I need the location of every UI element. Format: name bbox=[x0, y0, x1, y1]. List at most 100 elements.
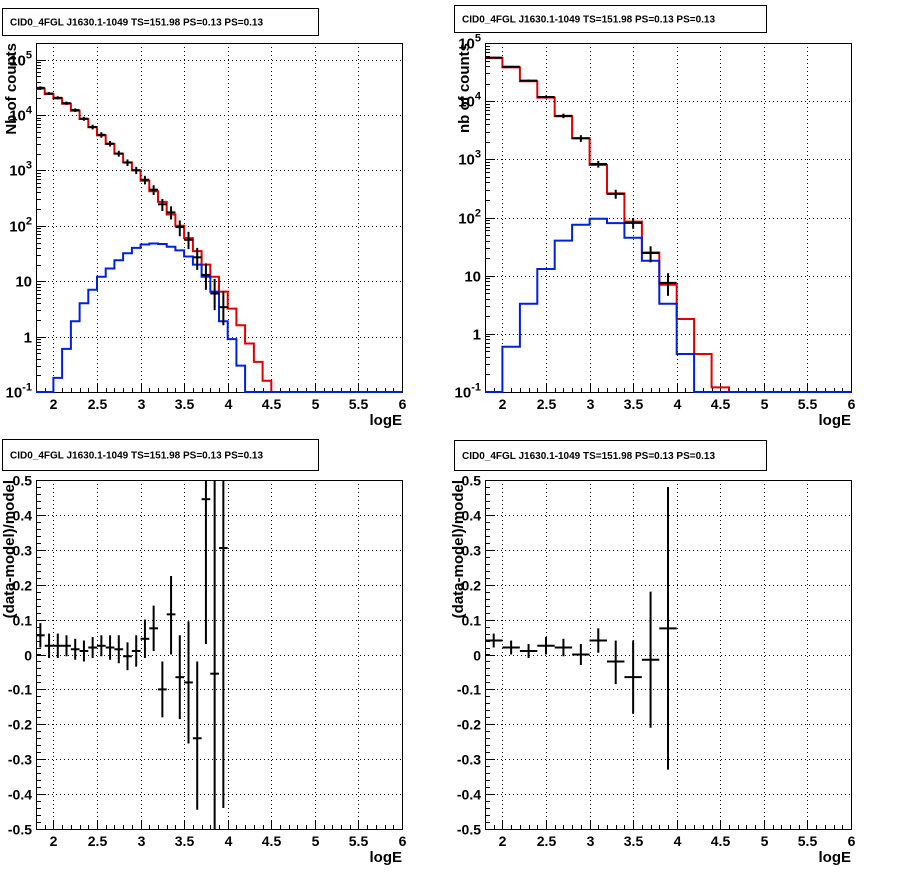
chart-title: CID0_4FGL J1630.1-1049 TS=151.98 PS=0.13… bbox=[10, 451, 263, 462]
data-point bbox=[589, 160, 607, 168]
y-tick-label: 0.2 bbox=[462, 578, 482, 594]
data-point bbox=[70, 638, 80, 660]
data-point bbox=[485, 56, 503, 59]
data-point bbox=[502, 65, 520, 68]
chart-panel-4: CID0_4FGL J1630.1-1049 TS=151.98 PS=0.13… bbox=[450, 440, 856, 866]
y-tick-label: 10 bbox=[15, 274, 32, 291]
x-tick-label: 4 bbox=[674, 396, 682, 412]
data-point bbox=[192, 661, 202, 810]
y-tick-label: 103 bbox=[458, 149, 481, 169]
y-tick-label: 0.4 bbox=[13, 508, 33, 524]
y-tick-label: 1 bbox=[24, 330, 32, 347]
x-tick-label: 3 bbox=[138, 833, 146, 849]
x-tick-label: 2 bbox=[499, 396, 507, 412]
x-tick-label: 6 bbox=[399, 833, 407, 849]
data-point bbox=[572, 135, 590, 142]
chart-panel-3: CID0_4FGL J1630.1-1049 TS=151.98 PS=0.13… bbox=[1, 439, 407, 866]
y-tick-label: -0.4 bbox=[8, 787, 32, 803]
y-tick-label: -0.3 bbox=[457, 752, 481, 768]
y-tick-label: -0.3 bbox=[8, 752, 32, 768]
data-point bbox=[62, 101, 71, 105]
data-point bbox=[105, 141, 115, 147]
x-tick-label: 4.5 bbox=[711, 833, 731, 849]
data-point bbox=[97, 635, 106, 657]
data-point bbox=[184, 231, 193, 250]
y-tick-label: -0.5 bbox=[8, 822, 32, 838]
x-tick-label: 5.5 bbox=[798, 833, 818, 849]
x-tick-label: 2 bbox=[50, 833, 58, 849]
x-tick-label: 4.5 bbox=[711, 396, 731, 412]
x-tick-label: 2 bbox=[50, 396, 58, 412]
data-point bbox=[44, 633, 54, 658]
data-point bbox=[114, 635, 124, 664]
x-tick-label: 2.5 bbox=[537, 396, 557, 412]
y-tick-label: -0.2 bbox=[457, 717, 481, 733]
x-tick-label: 3 bbox=[587, 396, 595, 412]
x-tick-label: 2.5 bbox=[88, 396, 108, 412]
x-tick-label: 3.5 bbox=[175, 396, 195, 412]
data-point bbox=[641, 246, 660, 263]
x-tick-label: 3 bbox=[587, 833, 595, 849]
x-tick-label: 4.5 bbox=[262, 396, 282, 412]
data-point bbox=[502, 640, 520, 655]
y-tick-label: -0.2 bbox=[8, 717, 32, 733]
y-tick-label: 0.5 bbox=[13, 473, 33, 489]
x-tick-label: 2.5 bbox=[537, 833, 557, 849]
histogram-series-2 bbox=[485, 217, 851, 393]
y-tick-label: 0.4 bbox=[462, 508, 482, 524]
data-point bbox=[554, 113, 573, 119]
x-tick-label: 4 bbox=[674, 833, 682, 849]
data-point bbox=[201, 480, 211, 645]
chart-title: CID0_4FGL J1630.1-1049 TS=151.98 PS=0.13… bbox=[462, 451, 715, 462]
data-point bbox=[537, 95, 555, 99]
x-tick-label: 3.5 bbox=[175, 833, 195, 849]
y-tick-label: 0.1 bbox=[13, 613, 33, 629]
data-point bbox=[659, 486, 677, 770]
y-tick-label: 105 bbox=[458, 33, 481, 53]
data-point bbox=[131, 166, 141, 175]
y-tick-label: 102 bbox=[9, 216, 32, 236]
data-point bbox=[158, 199, 167, 212]
data-point bbox=[79, 640, 89, 662]
histogram-series-2 bbox=[36, 242, 402, 393]
x-axis-label: logE bbox=[819, 412, 852, 429]
data-point bbox=[114, 150, 124, 157]
data-point bbox=[149, 185, 158, 196]
data-point bbox=[519, 79, 538, 82]
x-tick-label: 5 bbox=[312, 833, 320, 849]
x-tick-label: 3.5 bbox=[624, 396, 644, 412]
data-point bbox=[219, 480, 228, 809]
title-box bbox=[2, 439, 319, 471]
y-axis-label: (data-model)/model bbox=[450, 480, 467, 618]
x-tick-label: 3.5 bbox=[624, 833, 644, 849]
data-point bbox=[175, 635, 185, 720]
x-axis-label: logE bbox=[370, 849, 403, 866]
data-point bbox=[36, 86, 45, 90]
data-point bbox=[624, 218, 642, 229]
data-point bbox=[97, 132, 106, 138]
data-point bbox=[201, 263, 211, 290]
data-point bbox=[659, 273, 677, 296]
data-point bbox=[140, 175, 150, 185]
data-point bbox=[519, 644, 538, 658]
y-tick-label: -0.1 bbox=[8, 682, 32, 698]
x-tick-label: 4 bbox=[225, 833, 233, 849]
plot-frame bbox=[485, 43, 852, 393]
y-tick-label: 0 bbox=[473, 648, 481, 664]
y-tick-label: 102 bbox=[458, 208, 481, 228]
data-point bbox=[485, 633, 503, 648]
data-point bbox=[607, 640, 625, 685]
data-point bbox=[158, 661, 167, 718]
data-point bbox=[589, 628, 607, 653]
data-point bbox=[572, 644, 590, 665]
data-point bbox=[210, 278, 219, 311]
x-tick-label: 4.5 bbox=[262, 833, 282, 849]
title-box bbox=[2, 8, 319, 36]
data-point bbox=[554, 638, 573, 657]
x-tick-label: 5 bbox=[761, 396, 769, 412]
data-point bbox=[537, 637, 555, 655]
data-point bbox=[36, 623, 45, 648]
x-axis-label: logE bbox=[819, 849, 852, 866]
y-tick-label: 10 bbox=[464, 269, 481, 286]
